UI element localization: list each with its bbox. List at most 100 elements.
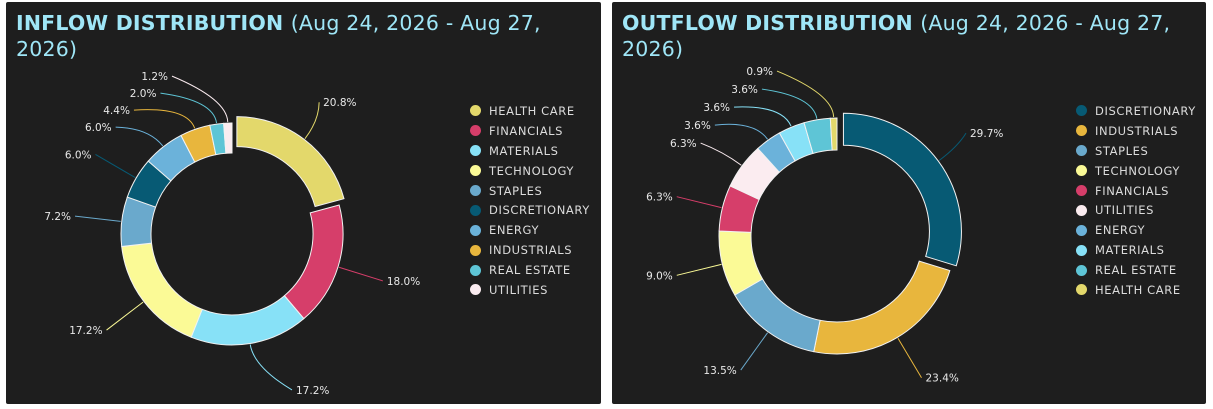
donut-slice-utilities[interactable] xyxy=(223,122,233,154)
chart-title-main: INFLOW DISTRIBUTION xyxy=(16,11,284,35)
legend-swatch xyxy=(1076,105,1087,117)
legend-label: HEALTH CARE xyxy=(1095,282,1181,297)
donut-slice-staples[interactable] xyxy=(734,278,821,353)
legend-swatch xyxy=(470,145,481,157)
legend-swatch xyxy=(470,185,481,196)
legend-label: DISCRETIONARY xyxy=(489,203,590,218)
legend-item[interactable]: ENERGY xyxy=(470,220,590,240)
data-label: 4.4% xyxy=(103,105,130,117)
legend-item[interactable]: HEALTH CARE xyxy=(470,101,590,121)
leader-line xyxy=(133,109,196,129)
legend-swatch xyxy=(470,284,481,296)
legend-item[interactable]: MATERIALS xyxy=(1076,240,1196,260)
data-label: 1.2% xyxy=(141,71,168,83)
legend-label: TECHNOLOGY xyxy=(489,163,575,178)
legend-item[interactable]: TECHNOLOGY xyxy=(1076,161,1196,181)
chart-title: OUTFLOW DISTRIBUTION (Aug 24, 2026 - Aug… xyxy=(622,10,1182,62)
data-label: 6.3% xyxy=(670,138,697,150)
legend-label: MATERIALS xyxy=(1095,243,1165,258)
leader-line xyxy=(938,132,967,161)
legend-label: MATERIALS xyxy=(489,143,559,158)
legend-swatch xyxy=(1076,264,1087,276)
legend-item[interactable]: MATERIALS xyxy=(470,141,590,161)
legend-item[interactable]: ENERGY xyxy=(1076,220,1196,240)
legend-item[interactable]: DISCRETIONARY xyxy=(1076,101,1196,121)
legend-item[interactable]: INDUSTRIALS xyxy=(1076,121,1196,141)
leader-line xyxy=(95,153,136,179)
legend-swatch xyxy=(470,125,481,137)
data-label: 17.2% xyxy=(296,385,329,397)
leader-line xyxy=(338,266,384,282)
data-label: 3.6% xyxy=(684,120,711,132)
legend-swatch xyxy=(1076,224,1087,236)
legend-item[interactable]: TECHNOLOGY xyxy=(470,161,590,181)
legend-label: UTILITIES xyxy=(489,282,549,297)
leader-line xyxy=(734,106,792,127)
legend-label: ENERGY xyxy=(489,223,540,238)
legend-swatch xyxy=(1076,125,1087,137)
legend-item[interactable]: INDUSTRIALS xyxy=(470,240,590,260)
legend-item[interactable]: REAL ESTATE xyxy=(470,260,590,280)
legend-swatch xyxy=(1076,204,1087,216)
data-label: 0.9% xyxy=(746,66,773,78)
legend-item[interactable]: HEALTH CARE xyxy=(1076,280,1196,300)
legend-label: REAL ESTATE xyxy=(1095,263,1177,278)
data-label: 20.8% xyxy=(323,97,356,109)
data-label: 6.3% xyxy=(646,192,673,204)
data-label: 17.2% xyxy=(69,325,102,337)
legend-label: REAL ESTATE xyxy=(489,263,571,278)
legend-item[interactable]: DISCRETIONARY xyxy=(470,200,590,220)
data-label: 29.7% xyxy=(970,128,1003,140)
data-label: 18.0% xyxy=(387,276,420,288)
leader-line xyxy=(776,70,835,118)
leader-line xyxy=(115,126,164,147)
leader-line xyxy=(700,142,742,166)
chart-legend: HEALTH CARE FINANCIALS MATERIALS TECHNOLOGY… xyxy=(470,101,590,300)
legend-swatch xyxy=(470,165,481,177)
outflow-panel: OUTFLOW DISTRIBUTION (Aug 24, 2026 - Aug… xyxy=(612,2,1206,404)
leader-line xyxy=(714,123,769,140)
donut-slice-industrials[interactable] xyxy=(813,260,951,355)
legend-label: TECHNOLOGY xyxy=(1095,163,1181,178)
legend-item[interactable]: STAPLES xyxy=(1076,141,1196,161)
chart-subtitle: (Aug 24, 2026 - Aug 27, 2026) xyxy=(622,11,1171,61)
leader-line xyxy=(740,332,769,371)
donut-slice-health-care[interactable] xyxy=(236,116,345,208)
donut-slice-health-care[interactable] xyxy=(829,117,838,151)
leader-line xyxy=(761,88,818,119)
leader-line xyxy=(171,75,229,123)
legend-label: DISCRETIONARY xyxy=(1095,103,1196,118)
legend-item[interactable]: FINANCIALS xyxy=(470,121,590,141)
legend-label: INDUSTRIALS xyxy=(489,243,573,258)
legend-item[interactable]: REAL ESTATE xyxy=(1076,260,1196,280)
donut-slice-technology[interactable] xyxy=(121,242,203,338)
leader-line xyxy=(676,263,722,276)
legend-item[interactable]: FINANCIALS xyxy=(1076,181,1196,201)
legend-swatch xyxy=(470,224,481,236)
legend-label: STAPLES xyxy=(489,183,543,198)
legend-swatch xyxy=(470,244,481,256)
data-label: 6.0% xyxy=(65,149,92,161)
chart-title-main: OUTFLOW DISTRIBUTION xyxy=(622,11,913,35)
chart-legend: DISCRETIONARY INDUSTRIALS STAPLES TECHNOLOG… xyxy=(1076,101,1196,300)
donut-slice-financials[interactable] xyxy=(283,204,344,320)
legend-swatch xyxy=(470,105,481,117)
legend-swatch xyxy=(470,204,481,216)
leader-line xyxy=(74,215,121,222)
legend-label: FINANCIALS xyxy=(489,123,564,138)
legend-item[interactable]: STAPLES xyxy=(470,181,590,201)
data-label: 6.0% xyxy=(85,122,112,134)
legend-swatch xyxy=(1076,185,1087,196)
leader-line xyxy=(249,344,293,391)
legend-swatch xyxy=(1076,244,1087,256)
chart-subtitle: (Aug 24, 2026 - Aug 27, 2026) xyxy=(16,11,541,61)
legend-swatch xyxy=(1076,165,1087,177)
legend-item[interactable]: UTILITIES xyxy=(470,280,590,300)
donut-slice-materials[interactable] xyxy=(190,295,305,346)
chart-title: INFLOW DISTRIBUTION (Aug 24, 2026 - Aug … xyxy=(16,10,576,62)
data-label: 2.0% xyxy=(130,88,157,100)
donut-slice-discretionary[interactable] xyxy=(842,112,962,267)
legend-label: INDUSTRIALS xyxy=(1095,123,1179,138)
inflow-panel: INFLOW DISTRIBUTION (Aug 24, 2026 - Aug … xyxy=(6,2,601,404)
legend-item[interactable]: UTILITIES xyxy=(1076,200,1196,220)
